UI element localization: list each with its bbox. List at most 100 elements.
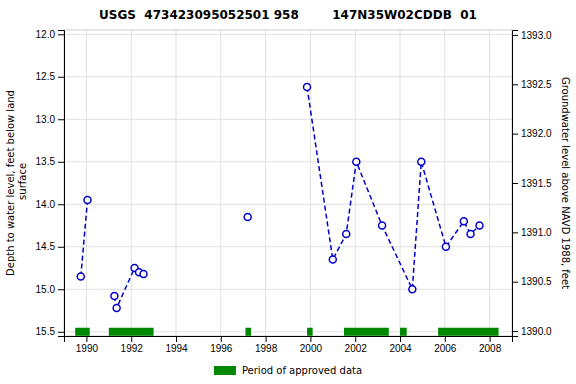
tick: 1994 <box>165 336 188 354</box>
point <box>353 158 360 165</box>
point <box>244 214 251 221</box>
tick-mark <box>58 289 64 290</box>
grid-line <box>64 204 512 205</box>
tick-label: 2008 <box>479 343 502 354</box>
tick-mark <box>58 332 64 333</box>
plot-frame <box>64 30 512 336</box>
point <box>140 270 147 277</box>
tick: 1393.0 <box>512 30 552 41</box>
line <box>307 87 479 289</box>
tick-label: 14.5 <box>36 241 56 252</box>
tick: 1990 <box>76 336 99 354</box>
grid-line <box>176 30 177 336</box>
point <box>379 222 386 229</box>
point <box>343 231 350 238</box>
tick-label: 1390.5 <box>521 276 552 287</box>
grid-line <box>64 34 512 35</box>
tick: 1391.5 <box>512 178 552 189</box>
grid-line <box>310 30 311 336</box>
legend-swatch <box>214 366 236 375</box>
series <box>244 214 251 221</box>
grid-line <box>355 30 356 336</box>
approved-bar <box>438 328 498 336</box>
data-area <box>75 83 498 335</box>
tick-label: 1998 <box>255 343 278 354</box>
tick-label: 1393.0 <box>521 30 552 41</box>
grid-line <box>489 30 490 336</box>
grid-line <box>64 161 512 162</box>
tick: 13.5 <box>36 156 64 167</box>
grid-line <box>444 30 445 336</box>
tick-mark <box>58 204 64 205</box>
line <box>114 268 143 308</box>
approved-periods <box>75 328 498 336</box>
tick-mark <box>58 162 64 163</box>
axis-line <box>65 337 513 343</box>
tick-label: 1392.0 <box>521 128 552 139</box>
legend-item: Period of approved data <box>214 365 362 376</box>
tick: 14.0 <box>36 199 64 210</box>
tick-mark <box>58 77 64 78</box>
tick-label: 2006 <box>434 343 457 354</box>
tick: 2008 <box>479 336 502 354</box>
x-axis: 1990199219941996199820002002200420062008 <box>65 336 513 354</box>
approved-bar <box>75 328 90 336</box>
series <box>111 265 147 312</box>
point <box>329 256 336 263</box>
tick: 1996 <box>210 336 233 354</box>
tick-label: 15.0 <box>36 284 56 295</box>
plot: 1990199219941996199820002002200420062008… <box>36 29 552 354</box>
tick-mark <box>512 183 518 184</box>
tick-mark <box>512 84 518 85</box>
tick-mark <box>512 134 518 135</box>
tick-label: 15.5 <box>36 326 56 337</box>
tick-label: 1392.5 <box>521 79 552 90</box>
tick: 1998 <box>255 336 278 354</box>
grid-line <box>220 30 221 336</box>
tick: 1992 <box>121 336 144 354</box>
tick: 2000 <box>300 336 323 354</box>
y-axis: 12.012.513.013.514.014.515.015.5 <box>36 29 65 338</box>
tick: 2002 <box>345 336 368 354</box>
tick-mark <box>176 336 177 342</box>
series <box>77 197 91 281</box>
tick-label: 2000 <box>300 343 323 354</box>
approved-bar <box>109 328 154 336</box>
point <box>84 197 91 204</box>
grid <box>64 30 512 336</box>
point <box>409 286 416 293</box>
tick-mark <box>86 336 87 342</box>
point <box>77 273 84 280</box>
tick-mark <box>512 35 518 36</box>
series <box>304 83 483 292</box>
grid-line <box>64 289 512 290</box>
tick-label: 2002 <box>345 343 368 354</box>
grid-line <box>86 30 87 336</box>
point <box>476 222 483 229</box>
approved-bar <box>307 328 313 336</box>
tick-label: 1390.0 <box>521 326 552 337</box>
approved-bar <box>400 328 407 336</box>
grid-line <box>265 30 266 336</box>
tick-mark <box>490 336 491 342</box>
point <box>442 243 449 250</box>
tick-mark <box>221 336 222 342</box>
tick: 1392.5 <box>512 79 552 90</box>
tick: 13.0 <box>36 114 64 125</box>
grid-line <box>64 76 512 77</box>
tick-label: 1391.0 <box>521 227 552 238</box>
tick-label: 12.5 <box>36 71 56 82</box>
tick-label: 1994 <box>165 343 188 354</box>
tick-label: 1996 <box>210 343 233 354</box>
point <box>460 218 467 225</box>
point <box>418 158 425 165</box>
tick-mark <box>445 336 446 342</box>
tick-label: 13.0 <box>36 114 56 125</box>
point <box>111 293 118 300</box>
tick-mark <box>512 282 518 283</box>
tick-mark <box>400 336 401 342</box>
grid-line <box>131 30 132 336</box>
tick-mark <box>355 336 356 342</box>
tick: 12.5 <box>36 71 64 82</box>
grid-line <box>400 30 401 336</box>
